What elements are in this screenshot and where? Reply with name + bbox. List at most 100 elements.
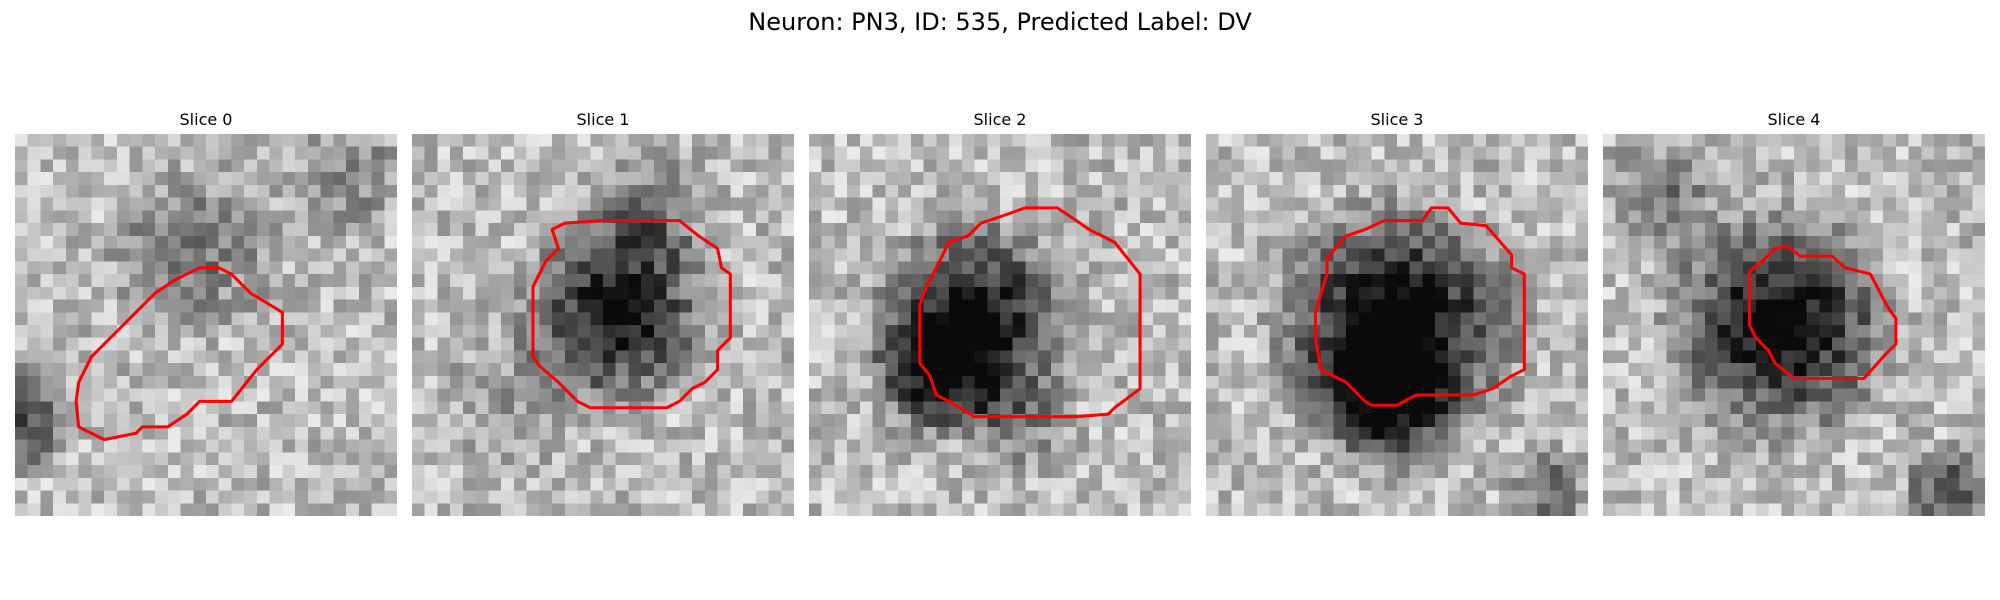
pixel bbox=[104, 363, 118, 377]
slice-image bbox=[1206, 134, 1588, 516]
pixel bbox=[1934, 172, 1948, 186]
pixel bbox=[371, 477, 385, 491]
pixel bbox=[755, 465, 769, 479]
pixel bbox=[949, 388, 963, 402]
pixel bbox=[1320, 337, 1334, 351]
pixel bbox=[1549, 286, 1563, 300]
pixel bbox=[1012, 134, 1026, 147]
pixel bbox=[40, 210, 54, 224]
pixel bbox=[1384, 235, 1398, 249]
pixel bbox=[384, 248, 397, 262]
pixel bbox=[1346, 426, 1360, 440]
pixel bbox=[1269, 312, 1283, 326]
pixel bbox=[615, 197, 629, 211]
pixel bbox=[1768, 223, 1782, 237]
pixel bbox=[1282, 388, 1296, 402]
pixel bbox=[1895, 197, 1909, 211]
pixel bbox=[1333, 490, 1347, 504]
pixel bbox=[116, 184, 130, 198]
pixel bbox=[1165, 490, 1179, 504]
pixel bbox=[1575, 274, 1588, 288]
pixel bbox=[987, 337, 1001, 351]
pixel bbox=[65, 197, 79, 211]
pixel bbox=[27, 414, 41, 428]
pixel bbox=[1641, 172, 1655, 186]
pixel bbox=[1218, 337, 1232, 351]
pixel bbox=[1473, 401, 1487, 415]
pixel bbox=[1562, 235, 1576, 249]
pixel bbox=[333, 134, 347, 147]
pixel bbox=[974, 299, 988, 313]
pixel bbox=[513, 261, 527, 275]
pixel bbox=[1653, 426, 1667, 440]
pixel bbox=[180, 490, 194, 504]
pixel bbox=[218, 184, 232, 198]
pixel bbox=[65, 414, 79, 428]
pixel bbox=[1256, 197, 1270, 211]
pixel bbox=[412, 388, 425, 402]
pixel bbox=[1653, 248, 1667, 262]
pixel bbox=[781, 223, 794, 237]
pixel bbox=[1244, 184, 1258, 198]
pixel bbox=[1178, 197, 1191, 211]
pixel bbox=[155, 312, 169, 326]
pixel bbox=[1076, 401, 1090, 415]
pixel bbox=[53, 210, 67, 224]
pixel bbox=[282, 465, 296, 479]
pixel bbox=[1346, 197, 1360, 211]
pixel bbox=[679, 375, 693, 389]
pixel bbox=[1076, 286, 1090, 300]
pixel bbox=[1934, 235, 1948, 249]
pixel bbox=[1025, 134, 1039, 147]
pixel bbox=[961, 235, 975, 249]
pixel bbox=[1549, 325, 1563, 338]
pixel bbox=[462, 477, 476, 491]
pixel bbox=[1295, 172, 1309, 186]
pixel bbox=[53, 401, 67, 415]
pixel bbox=[679, 274, 693, 288]
pixel bbox=[53, 299, 67, 313]
pixel bbox=[717, 299, 731, 313]
pixel bbox=[1089, 210, 1103, 224]
pixel bbox=[1371, 248, 1385, 262]
pixel bbox=[1717, 439, 1731, 453]
pixel bbox=[412, 337, 425, 351]
pixel bbox=[1435, 426, 1449, 440]
pixel bbox=[15, 299, 28, 313]
pixel bbox=[488, 465, 502, 479]
pixel bbox=[218, 210, 232, 224]
pixel bbox=[1307, 172, 1321, 186]
pixel bbox=[27, 286, 41, 300]
pixel bbox=[129, 286, 143, 300]
pixel bbox=[91, 134, 105, 147]
pixel bbox=[1152, 465, 1166, 479]
pixel bbox=[269, 184, 283, 198]
pixel bbox=[1447, 503, 1461, 516]
pixel bbox=[1460, 286, 1474, 300]
pixel bbox=[1549, 235, 1563, 249]
pixel bbox=[717, 363, 731, 377]
pixel bbox=[885, 172, 899, 186]
pixel bbox=[450, 235, 464, 249]
pixel bbox=[358, 210, 372, 224]
pixel bbox=[717, 159, 731, 173]
pixel bbox=[755, 223, 769, 237]
pixel bbox=[1666, 414, 1680, 428]
pixel bbox=[539, 159, 553, 173]
pixel bbox=[1165, 299, 1179, 313]
pixel bbox=[859, 388, 873, 402]
pixel bbox=[1358, 439, 1372, 453]
pixel bbox=[1206, 452, 1219, 466]
slice-image bbox=[1603, 134, 1985, 516]
pixel bbox=[1244, 439, 1258, 453]
slice-title: Slice 1 bbox=[576, 110, 630, 129]
pixel bbox=[437, 312, 451, 326]
pixel bbox=[65, 465, 79, 479]
pixel bbox=[1806, 426, 1820, 440]
pixel bbox=[1218, 235, 1232, 249]
pixel bbox=[603, 184, 616, 198]
pixel bbox=[1717, 210, 1731, 224]
pixel bbox=[1908, 465, 1922, 479]
pixel bbox=[1000, 375, 1013, 389]
pixel bbox=[206, 223, 219, 237]
